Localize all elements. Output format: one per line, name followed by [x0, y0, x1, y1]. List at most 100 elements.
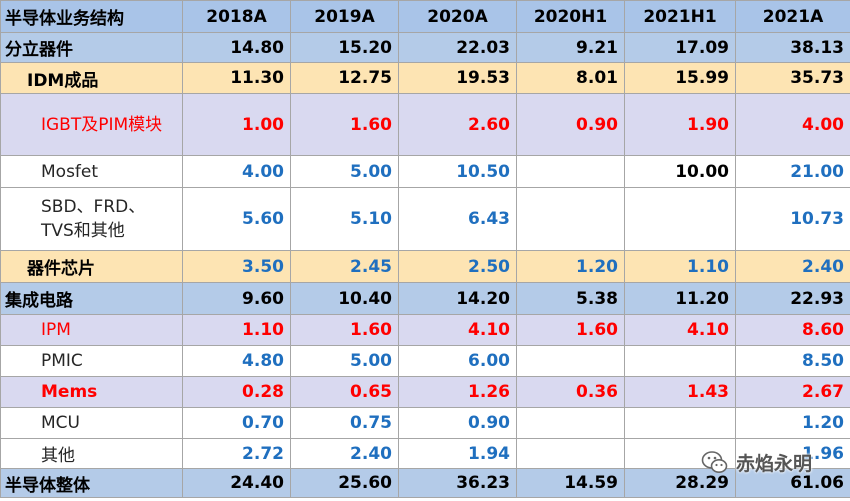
cell-value: 0.65	[290, 376, 399, 408]
table-row: IGBT及PIM模块 1.00 1.60 2.60 0.90 1.90 4.00	[0, 93, 850, 156]
cell-value: 10.00	[624, 155, 736, 188]
cell-value: 1.60	[290, 93, 399, 156]
cell-value: 1.43	[624, 376, 736, 408]
cell-value: 2.67	[735, 376, 850, 408]
cell-value: 1.20	[516, 250, 625, 283]
header-title: 半导体业务结构	[0, 0, 183, 33]
cell-value: 0.75	[290, 407, 399, 439]
cell-value: 28.29	[624, 468, 736, 498]
header-col-2021a: 2021A	[735, 0, 850, 33]
cell-value: 1.00	[182, 93, 291, 156]
row-label: 其他	[0, 438, 183, 469]
cell-value: 14.59	[516, 468, 625, 498]
cell-value: 1.90	[624, 93, 736, 156]
cell-value: 9.60	[182, 282, 291, 315]
row-label: Mems	[0, 376, 183, 408]
cell-value: 4.00	[735, 93, 850, 156]
table-row: 其他 2.72 2.40 1.94 1.96	[0, 438, 850, 469]
cell-value: 9.21	[516, 32, 625, 63]
header-col-2020h1: 2020H1	[516, 0, 625, 33]
cell-value: 5.00	[290, 345, 399, 377]
cell-value: 2.50	[398, 250, 517, 283]
row-label: IGBT及PIM模块	[0, 93, 183, 156]
cell-value: 4.80	[182, 345, 291, 377]
cell-value	[516, 155, 625, 188]
cell-value: 21.00	[735, 155, 850, 188]
cell-value: 10.50	[398, 155, 517, 188]
row-label: 半导体整体	[0, 468, 183, 498]
cell-value: 8.01	[516, 62, 625, 94]
table-row: SBD、FRD、TVS和其他 5.60 5.10 6.43 10.73	[0, 187, 850, 251]
cell-value: 24.40	[182, 468, 291, 498]
table-row: Mems 0.28 0.65 1.26 0.36 1.43 2.67	[0, 376, 850, 408]
row-label: IPM	[0, 314, 183, 346]
cell-value	[516, 187, 625, 251]
cell-value: 2.40	[735, 250, 850, 283]
cell-value: 8.60	[735, 314, 850, 346]
cell-value: 1.60	[290, 314, 399, 346]
cell-value: 1.26	[398, 376, 517, 408]
cell-value: 2.45	[290, 250, 399, 283]
header-col-2021h1: 2021H1	[624, 0, 736, 33]
header-row: 半导体业务结构 2018A 2019A 2020A 2020H1 2021H1 …	[0, 0, 850, 33]
cell-value: 1.20	[735, 407, 850, 439]
row-label: 器件芯片	[0, 250, 183, 283]
cell-value: 0.28	[182, 376, 291, 408]
cell-value: 15.20	[290, 32, 399, 63]
cell-value: 14.20	[398, 282, 517, 315]
cell-value: 61.06	[735, 468, 850, 498]
cell-value: 11.20	[624, 282, 736, 315]
cell-value: 2.60	[398, 93, 517, 156]
cell-value	[624, 345, 736, 377]
cell-value	[516, 438, 625, 469]
cell-value: 19.53	[398, 62, 517, 94]
cell-value: 0.90	[398, 407, 517, 439]
cell-value: 1.60	[516, 314, 625, 346]
cell-value: 1.10	[624, 250, 736, 283]
cell-value	[624, 438, 736, 469]
cell-value: 36.23	[398, 468, 517, 498]
table-row: Mosfet 4.00 5.00 10.50 10.00 21.00	[0, 155, 850, 188]
cell-value: 1.10	[182, 314, 291, 346]
cell-value: 4.10	[624, 314, 736, 346]
cell-value: 22.03	[398, 32, 517, 63]
cell-value: 10.40	[290, 282, 399, 315]
cell-value: 1.94	[398, 438, 517, 469]
cell-value	[624, 407, 736, 439]
table-row: 半导体整体 24.40 25.60 36.23 14.59 28.29 61.0…	[0, 468, 850, 498]
row-label: SBD、FRD、TVS和其他	[0, 187, 183, 251]
cell-value: 11.30	[182, 62, 291, 94]
row-label: Mosfet	[0, 155, 183, 188]
cell-value: 25.60	[290, 468, 399, 498]
cell-value: 12.75	[290, 62, 399, 94]
cell-value: 5.60	[182, 187, 291, 251]
row-label: 分立器件	[0, 32, 183, 63]
cell-value: 1.96	[735, 438, 850, 469]
table-row: 分立器件 14.80 15.20 22.03 9.21 17.09 38.13	[0, 32, 850, 63]
cell-value	[624, 187, 736, 251]
table-row: IDM成品 11.30 12.75 19.53 8.01 15.99 35.73	[0, 62, 850, 94]
row-label: 集成电路	[0, 282, 183, 315]
header-col-2018a: 2018A	[182, 0, 291, 33]
row-label: IDM成品	[0, 62, 183, 94]
cell-value: 0.36	[516, 376, 625, 408]
cell-value: 0.90	[516, 93, 625, 156]
cell-value: 35.73	[735, 62, 850, 94]
header-col-2020a: 2020A	[398, 0, 517, 33]
row-label: MCU	[0, 407, 183, 439]
cell-value: 2.40	[290, 438, 399, 469]
cell-value: 8.50	[735, 345, 850, 377]
cell-value: 4.00	[182, 155, 291, 188]
table-row: 集成电路 9.60 10.40 14.20 5.38 11.20 22.93	[0, 282, 850, 315]
cell-value: 10.73	[735, 187, 850, 251]
cell-value: 2.72	[182, 438, 291, 469]
cell-value: 38.13	[735, 32, 850, 63]
cell-value: 3.50	[182, 250, 291, 283]
table-row: PMIC 4.80 5.00 6.00 8.50	[0, 345, 850, 377]
cell-value: 0.70	[182, 407, 291, 439]
table-row: IPM 1.10 1.60 4.10 1.60 4.10 8.60	[0, 314, 850, 346]
cell-value: 6.00	[398, 345, 517, 377]
cell-value: 5.00	[290, 155, 399, 188]
cell-value: 5.10	[290, 187, 399, 251]
